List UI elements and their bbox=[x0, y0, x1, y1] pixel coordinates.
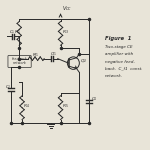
Text: $C_2$: $C_2$ bbox=[5, 83, 11, 91]
Text: $Q_2$: $Q_2$ bbox=[80, 58, 87, 65]
Text: Two-stage CE: Two-stage CE bbox=[105, 45, 132, 49]
Text: $R_4$: $R_4$ bbox=[23, 103, 30, 110]
Text: $C_4$: $C_4$ bbox=[91, 95, 97, 103]
Text: back.  C_f1  const.: back. C_f1 const. bbox=[105, 67, 142, 71]
Text: $C_1$: $C_1$ bbox=[9, 28, 16, 36]
Text: $R_3$: $R_3$ bbox=[62, 28, 68, 36]
Text: $R_5$: $R_5$ bbox=[62, 103, 68, 110]
Text: negative feed-: negative feed- bbox=[105, 60, 135, 64]
Text: $V_{CC}$: $V_{CC}$ bbox=[62, 4, 72, 13]
Text: $C_{f1}$: $C_{f1}$ bbox=[50, 51, 57, 58]
Text: amplifier with: amplifier with bbox=[105, 52, 133, 56]
Text: $R_{f1}$: $R_{f1}$ bbox=[32, 51, 40, 59]
Text: Figure  1: Figure 1 bbox=[105, 36, 131, 41]
Text: network: network bbox=[13, 61, 27, 65]
Text: network.: network. bbox=[105, 74, 123, 78]
Text: $R_1$: $R_1$ bbox=[14, 28, 21, 36]
Text: feedback: feedback bbox=[12, 57, 27, 61]
